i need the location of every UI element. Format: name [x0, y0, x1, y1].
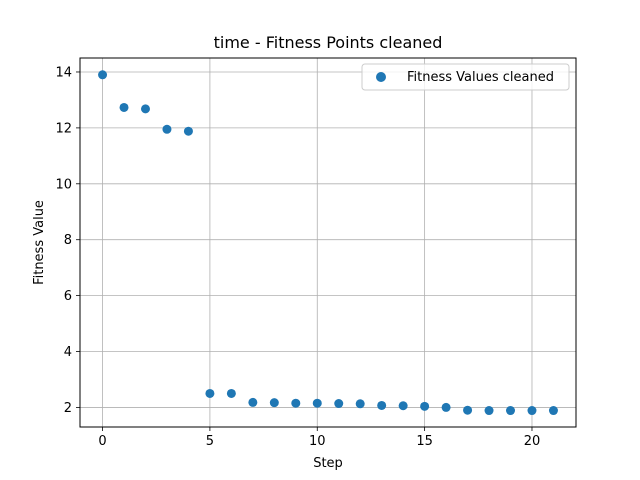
- data-point: [183, 126, 193, 136]
- data-point: [441, 402, 451, 412]
- y-tick-label: 14: [55, 65, 72, 80]
- legend-label: Fitness Values cleaned: [407, 70, 554, 85]
- data-point: [226, 388, 236, 398]
- data-point: [548, 406, 558, 416]
- legend-marker: [376, 72, 386, 82]
- data-point: [248, 397, 258, 407]
- plot-area: [79, 57, 577, 428]
- legend: Fitness Values cleaned: [361, 63, 570, 91]
- x-tick-label: 10: [309, 434, 326, 449]
- x-tick-label: 0: [98, 434, 106, 449]
- data-point: [355, 399, 365, 409]
- data-point: [269, 398, 279, 408]
- data-point: [398, 401, 408, 411]
- x-tick-label: 15: [416, 434, 433, 449]
- data-point: [205, 388, 215, 398]
- y-tick-label: 6: [64, 289, 72, 304]
- data-point: [377, 400, 387, 410]
- data-point: [312, 398, 322, 408]
- data-point: [506, 406, 516, 416]
- data-point: [463, 405, 473, 415]
- data-point: [291, 398, 301, 408]
- data-point: [162, 124, 172, 134]
- grid: [80, 58, 576, 427]
- axis-ticks: 0 5 10 15 20 2 4 6 8 10 12 14: [55, 65, 540, 449]
- data-point: [119, 102, 129, 112]
- chart-title: time - Fitness Points cleaned: [214, 33, 443, 52]
- data-point: [140, 104, 150, 114]
- y-tick-label: 10: [55, 177, 72, 192]
- y-tick-label: 12: [55, 121, 72, 136]
- y-tick-label: 2: [64, 401, 72, 416]
- data-point: [334, 399, 344, 409]
- data-point: [420, 401, 430, 411]
- data-point: [98, 70, 108, 80]
- y-axis-label: Fitness Value: [32, 200, 47, 285]
- y-tick-label: 8: [64, 233, 72, 248]
- legend-box: [361, 63, 570, 91]
- y-tick-label: 4: [64, 345, 72, 360]
- x-tick-label: 5: [206, 434, 214, 449]
- data-point: [484, 406, 494, 416]
- x-tick-label: 20: [524, 434, 541, 449]
- x-axis-label: Step: [313, 456, 343, 471]
- data-points: [98, 70, 558, 416]
- data-point: [527, 406, 537, 416]
